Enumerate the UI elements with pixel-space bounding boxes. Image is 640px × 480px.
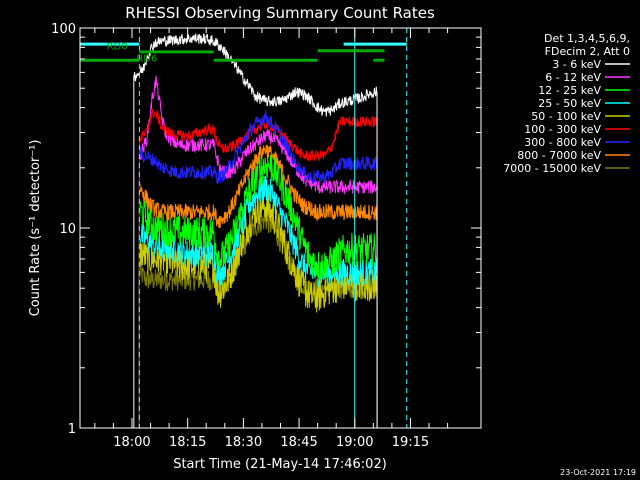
legend-entry-label: 800 - 7000 keV [517,149,601,162]
legend-entry-label: 300 - 800 keV [524,136,601,149]
chart-title: RHESSI Observing Summary Count Rates [125,4,435,22]
x-tick-label: 18:30 [225,435,262,450]
series-line-3_6keV [133,33,378,117]
x-tick-label: 19:15 [392,435,429,450]
legend-entry-label: 25 - 50 keV [538,97,601,110]
mode-label: RD0 [107,42,128,53]
annotation-layer: RD0 RD6 [80,28,408,428]
series-line-6_12keV [138,75,378,195]
legend-entry-label: 6 - 12 keV [545,71,601,84]
series-line-300_800keV [138,110,378,185]
axes-layer: 1 10 100 18:00 18:15 18:30 18:45 19:00 19:15 [51,22,481,450]
y-axis-label: Count Rate (s⁻¹ detector⁻¹) [28,140,43,317]
legend-entry-label: 7000 - 15000 keV [503,162,601,175]
legend-entry-label: 3 - 6 keV [552,58,601,71]
series-line-7000_15000keV [138,212,378,301]
y-tick-label: 100 [51,22,76,37]
legend-entry-label: 12 - 25 keV [538,84,601,97]
legend-entry-label: 100 - 300 keV [524,123,601,136]
legend: Det 1,3,4,5,6,9,FDecim 2, Att 03 - 6 keV… [503,32,630,175]
series-line-25_50keV [138,175,378,287]
legend-header: Det 1,3,4,5,6,9, [544,32,630,45]
footer-timestamp: 23-Oct-2021 17:19 [560,468,636,477]
series-line-800_7000keV [138,144,378,229]
series-line-100_300keV [138,108,378,163]
y-tick-label: 1 [68,422,76,437]
legend-entry-label: 50 - 100 keV [531,110,601,123]
y-tick-label: 10 [59,222,76,237]
x-tick-label: 18:15 [169,435,206,450]
legend-header: FDecim 2, Att 0 [545,45,630,58]
mode-label: RD6 [136,53,157,64]
x-tick-label: 19:00 [336,435,373,450]
x-tick-label: 18:45 [280,435,317,450]
x-axis-label: Start Time (21-May-14 17:46:02) [173,457,387,472]
x-tick-label: 18:00 [113,435,150,450]
